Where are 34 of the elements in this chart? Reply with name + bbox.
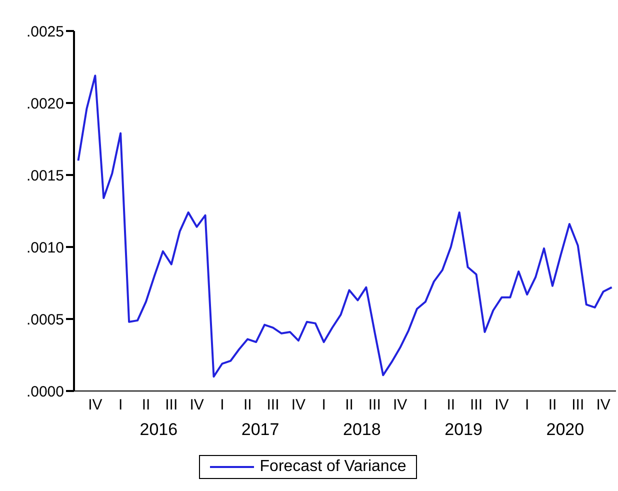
x-tick-label: II <box>142 396 150 414</box>
y-tick-label: .0025 <box>26 23 64 40</box>
x-tick-label: III <box>572 396 584 414</box>
text: 2019 <box>444 420 482 440</box>
x-tick-label: IV <box>494 396 509 414</box>
legend-label: Forecast of Variance <box>260 458 406 476</box>
x-tick-label: III <box>368 396 381 414</box>
x-tick-label: II <box>548 396 557 414</box>
x-tick-label: II <box>345 396 354 414</box>
text: 2016 <box>140 420 178 440</box>
x-tick-label: II <box>243 396 252 414</box>
y-tick-label: .0010 <box>26 239 64 256</box>
x-tick-label: IV <box>596 396 610 414</box>
x-tick-label: III <box>165 396 178 414</box>
y-tick-label: .0005 <box>26 311 64 328</box>
text: 2018 <box>343 420 381 440</box>
x-tick-label: I <box>524 396 530 414</box>
x-tick-label: III <box>266 396 280 414</box>
text: 2020 <box>546 420 584 440</box>
y-tick-label: .0020 <box>26 95 64 112</box>
y-tick-label: .0000 <box>26 383 64 400</box>
x-tick-label: I <box>423 396 428 414</box>
y-tick-label: .0015 <box>26 167 64 184</box>
line-series <box>77 74 613 378</box>
x-tick-label: IV <box>392 396 408 414</box>
x-tick-label: III <box>470 396 483 414</box>
x-tick-label: I <box>322 396 326 414</box>
x-tick-label: I <box>118 396 123 414</box>
text: 2017 <box>241 420 280 440</box>
x-tick-label: IV <box>190 396 204 414</box>
x-tick-label: I <box>220 396 224 414</box>
x-tick-label: IV <box>291 396 306 414</box>
x-tick-label: IV <box>88 396 102 414</box>
x-tick-label: II <box>446 396 456 414</box>
